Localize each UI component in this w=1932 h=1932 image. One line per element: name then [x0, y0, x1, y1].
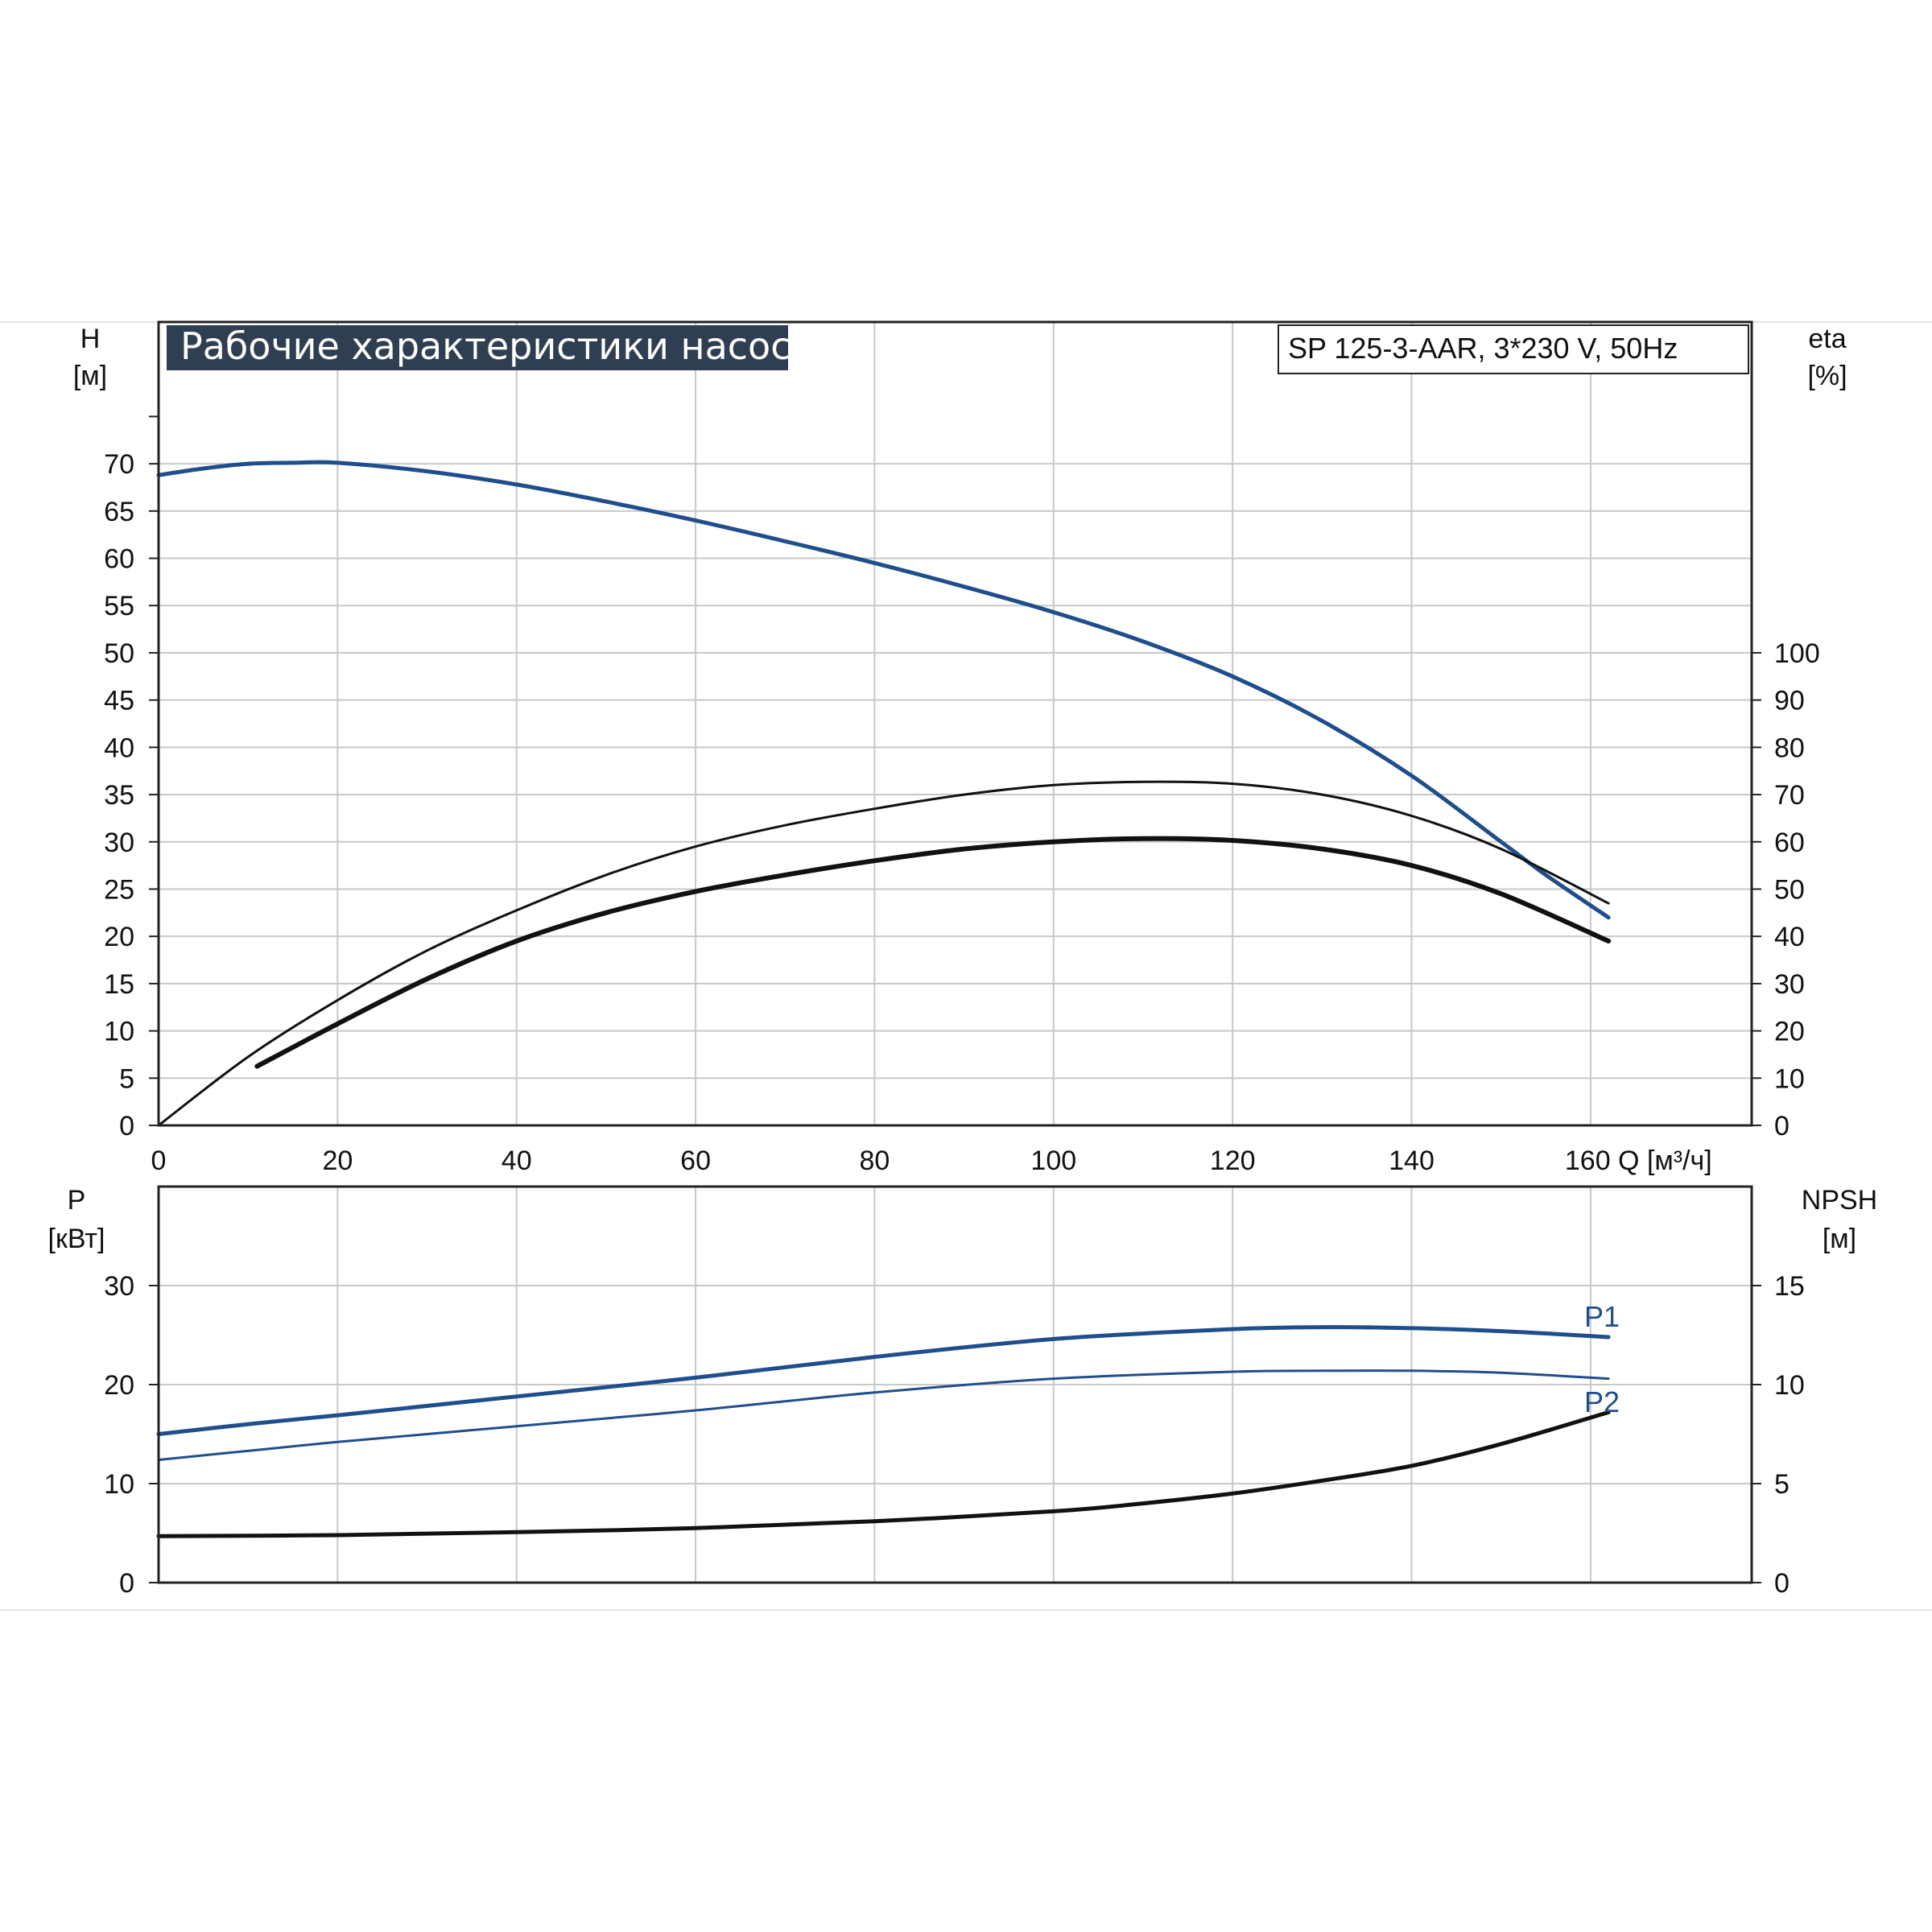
- x-tick-label: 20: [322, 1146, 353, 1176]
- power-npsh-grid: [159, 1187, 1752, 1583]
- efficiency-axis-label: eta: [1808, 324, 1846, 354]
- left-tick-label: 20: [104, 922, 134, 952]
- head-efficiency-grid: [159, 322, 1752, 1125]
- power-npsh-axes: 0 10 20 30 0 5 10 15: [104, 1271, 1805, 1599]
- head-axis-unit: [м]: [73, 361, 107, 391]
- head-efficiency-curves: [156, 460, 1612, 1127]
- power-axis-label: P: [68, 1185, 86, 1216]
- left-tick-label: 60: [104, 544, 134, 575]
- right-tick-label: 100: [1774, 638, 1820, 669]
- top-series-curve-0: [156, 460, 1611, 920]
- bot-series-curve-1: [157, 1369, 1610, 1461]
- npsh-axis-label: NPSH: [1802, 1185, 1877, 1216]
- right-tick-label: 0: [1774, 1111, 1790, 1141]
- left-tick-label: 20: [104, 1370, 134, 1401]
- x-tick-label: 120: [1210, 1146, 1256, 1176]
- head-axis-label: H: [80, 324, 101, 354]
- pump-model-label: SP 125-3-AAR, 3*230 V, 50Hz: [1288, 332, 1678, 365]
- power-npsh-frame: [157, 1185, 1753, 1584]
- left-tick-label: 0: [119, 1111, 134, 1141]
- top-series-curve-2: [254, 836, 1612, 1069]
- head-efficiency-axes: 0 20 40 60 80 100 120 140 160 Q [м³/ч]0510152025…: [104, 415, 1820, 1176]
- right-tick-label: 15: [1774, 1271, 1805, 1302]
- bot-series-curve-2: [156, 1410, 1611, 1538]
- left-tick-label: 5: [119, 1063, 134, 1094]
- chart-title-box: [167, 325, 788, 370]
- left-tick-label: 0: [119, 1568, 134, 1599]
- top-series-curve-1: [157, 780, 1610, 1127]
- x-tick-label: 0: [151, 1146, 167, 1176]
- p2-series-label: P2: [1584, 1385, 1620, 1418]
- x-tick-label: 160 Q [м³/ч]: [1565, 1146, 1712, 1176]
- left-tick-label: 35: [104, 780, 134, 811]
- left-tick-label: 45: [104, 686, 134, 716]
- right-tick-label: 10: [1774, 1063, 1805, 1094]
- x-tick-label: 40: [502, 1146, 532, 1176]
- right-tick-label: 0: [1774, 1568, 1790, 1599]
- power-axis-unit: [кВт]: [48, 1224, 105, 1254]
- x-tick-label: 140: [1389, 1146, 1435, 1176]
- model-box: [1278, 324, 1749, 374]
- left-tick-label: 30: [104, 1271, 134, 1302]
- right-tick-label: 40: [1774, 922, 1805, 952]
- right-tick-label: 70: [1774, 780, 1805, 811]
- p1-series-label: P1: [1584, 1300, 1620, 1333]
- efficiency-axis-unit: [%]: [1807, 361, 1847, 391]
- right-tick-label: 90: [1774, 686, 1805, 716]
- power-npsh-curves: [156, 1325, 1611, 1538]
- right-tick-label: 50: [1774, 874, 1805, 905]
- x-tick-label: 100: [1030, 1146, 1076, 1176]
- chart-title: Рабочие характеристики насоса: [180, 324, 814, 368]
- left-tick-label: 30: [104, 828, 134, 858]
- left-tick-label: 50: [104, 638, 134, 669]
- left-tick-label: 10: [104, 1469, 134, 1500]
- right-tick-label: 20: [1774, 1017, 1805, 1047]
- npsh-axis-unit: [м]: [1823, 1224, 1856, 1254]
- left-tick-label: 55: [104, 591, 134, 621]
- right-tick-label: 80: [1774, 733, 1805, 763]
- left-tick-label: 15: [104, 969, 134, 1000]
- head-efficiency-frame: [157, 320, 1753, 1127]
- right-tick-label: 30: [1774, 969, 1805, 1000]
- bot-series-curve-0: [156, 1325, 1611, 1436]
- left-tick-label: 70: [104, 449, 134, 480]
- x-tick-label: 60: [680, 1146, 711, 1176]
- left-tick-label: 65: [104, 497, 134, 527]
- x-tick-label: 80: [860, 1146, 890, 1176]
- left-tick-label: 40: [104, 733, 134, 763]
- right-tick-label: 10: [1774, 1370, 1805, 1401]
- right-tick-label: 5: [1774, 1469, 1790, 1500]
- left-tick-label: 10: [104, 1017, 134, 1047]
- right-tick-label: 60: [1774, 828, 1805, 858]
- left-tick-label: 25: [104, 874, 134, 905]
